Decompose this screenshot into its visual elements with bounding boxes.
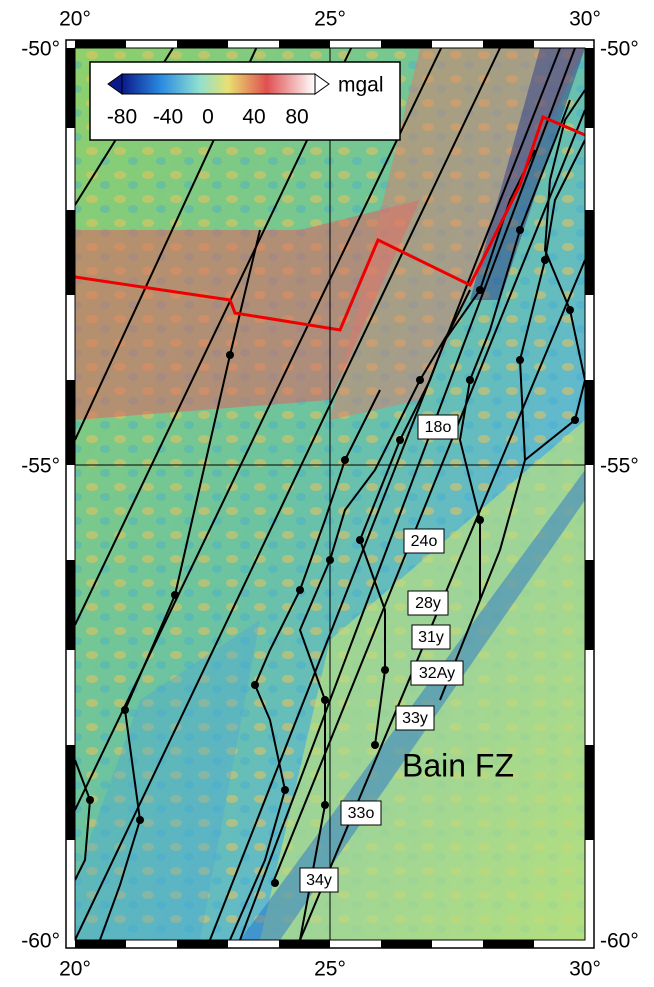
colorbar-tick: 40: [242, 106, 265, 129]
anomaly-label: 24o: [411, 533, 438, 550]
frame: [65, 39, 595, 949]
colorbar-tick: -80: [107, 106, 137, 129]
feature-label: Bain FZ: [402, 747, 514, 783]
lon-label: 25°: [314, 958, 346, 981]
lat-label: -55°: [21, 455, 60, 478]
lon-label: 30°: [569, 8, 601, 31]
lat-label: -55°: [600, 455, 639, 478]
colorbar-tick: 80: [285, 106, 308, 129]
anomaly-label: 34y: [306, 872, 332, 889]
lon-label: 20°: [59, 958, 91, 981]
lat-label: -50°: [600, 38, 639, 61]
lon-label: 25°: [314, 8, 346, 31]
colorbar-tick: 0: [202, 106, 214, 129]
colorbar-unit: mgal: [338, 74, 384, 97]
isochron-picks: [86, 226, 579, 887]
boundary: [75, 114, 585, 332]
lat-label: -60°: [600, 930, 639, 953]
anomaly-label: 32Ay: [419, 665, 455, 682]
anomaly-label: 33y: [402, 710, 428, 727]
colorbar: mgal -80 -40 0 40 80: [89, 61, 401, 141]
anomaly-label: 33o: [348, 805, 375, 822]
anomaly-label: 31y: [418, 629, 444, 646]
lon-label: 20°: [59, 8, 91, 31]
lat-label: -50°: [21, 38, 60, 61]
axis-labels: 20° 25° 30° 20° 25° 30° -50° -55° -60° -…: [21, 8, 639, 981]
anomaly-label: 18o: [425, 419, 452, 436]
anomaly-labels: 18o 24o 28y 31y 32Ay 33y 33o 34y: [299, 414, 464, 893]
colorbar-tick: -40: [153, 106, 183, 129]
gravity-field: [75, 48, 585, 940]
lat-label: -60°: [21, 930, 60, 953]
anomaly-label: 28y: [415, 595, 441, 612]
lon-label: 30°: [569, 958, 601, 981]
